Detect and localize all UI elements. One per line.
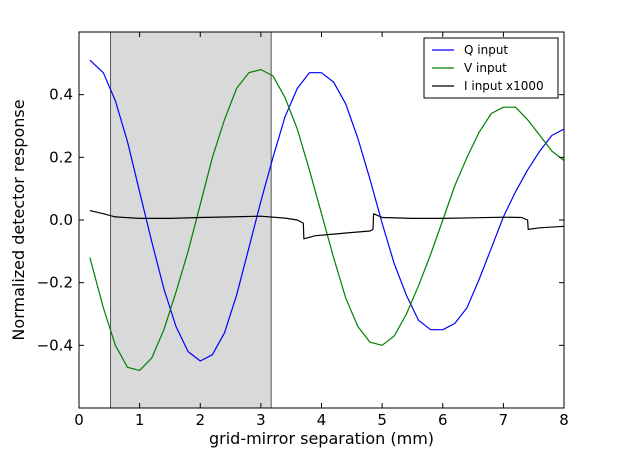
y-tick-label: −0.2 (37, 274, 73, 292)
y-tick-label: 0.4 (49, 86, 73, 104)
y-axis-label: Normalized detector response (9, 99, 28, 340)
legend-label-1: Q input (464, 43, 508, 57)
x-tick-label: 0 (74, 411, 84, 429)
shaded-region (110, 31, 272, 409)
legend-label-3: I input x1000 (464, 79, 544, 93)
series-line-2 (89, 68, 565, 371)
x-tick-label: 8 (559, 411, 569, 429)
x-axis-label: grid-mirror separation (mm) (209, 429, 434, 448)
x-tick-label: 3 (256, 411, 266, 429)
x-tick-label: 7 (499, 411, 509, 429)
x-tick-label: 2 (195, 411, 205, 429)
x-tick-label: 1 (135, 411, 145, 429)
x-tick-label: 6 (438, 411, 448, 429)
x-tick-label: 4 (317, 411, 327, 429)
y-tick-label: −0.4 (37, 336, 73, 354)
legend-label-2: V input (464, 61, 507, 75)
y-tick-label: 0.0 (49, 211, 73, 229)
y-tick-label: 0.2 (49, 148, 73, 166)
x-tick-label: 5 (377, 411, 387, 429)
series-line-3 (89, 210, 565, 240)
series-line-1 (89, 59, 565, 362)
